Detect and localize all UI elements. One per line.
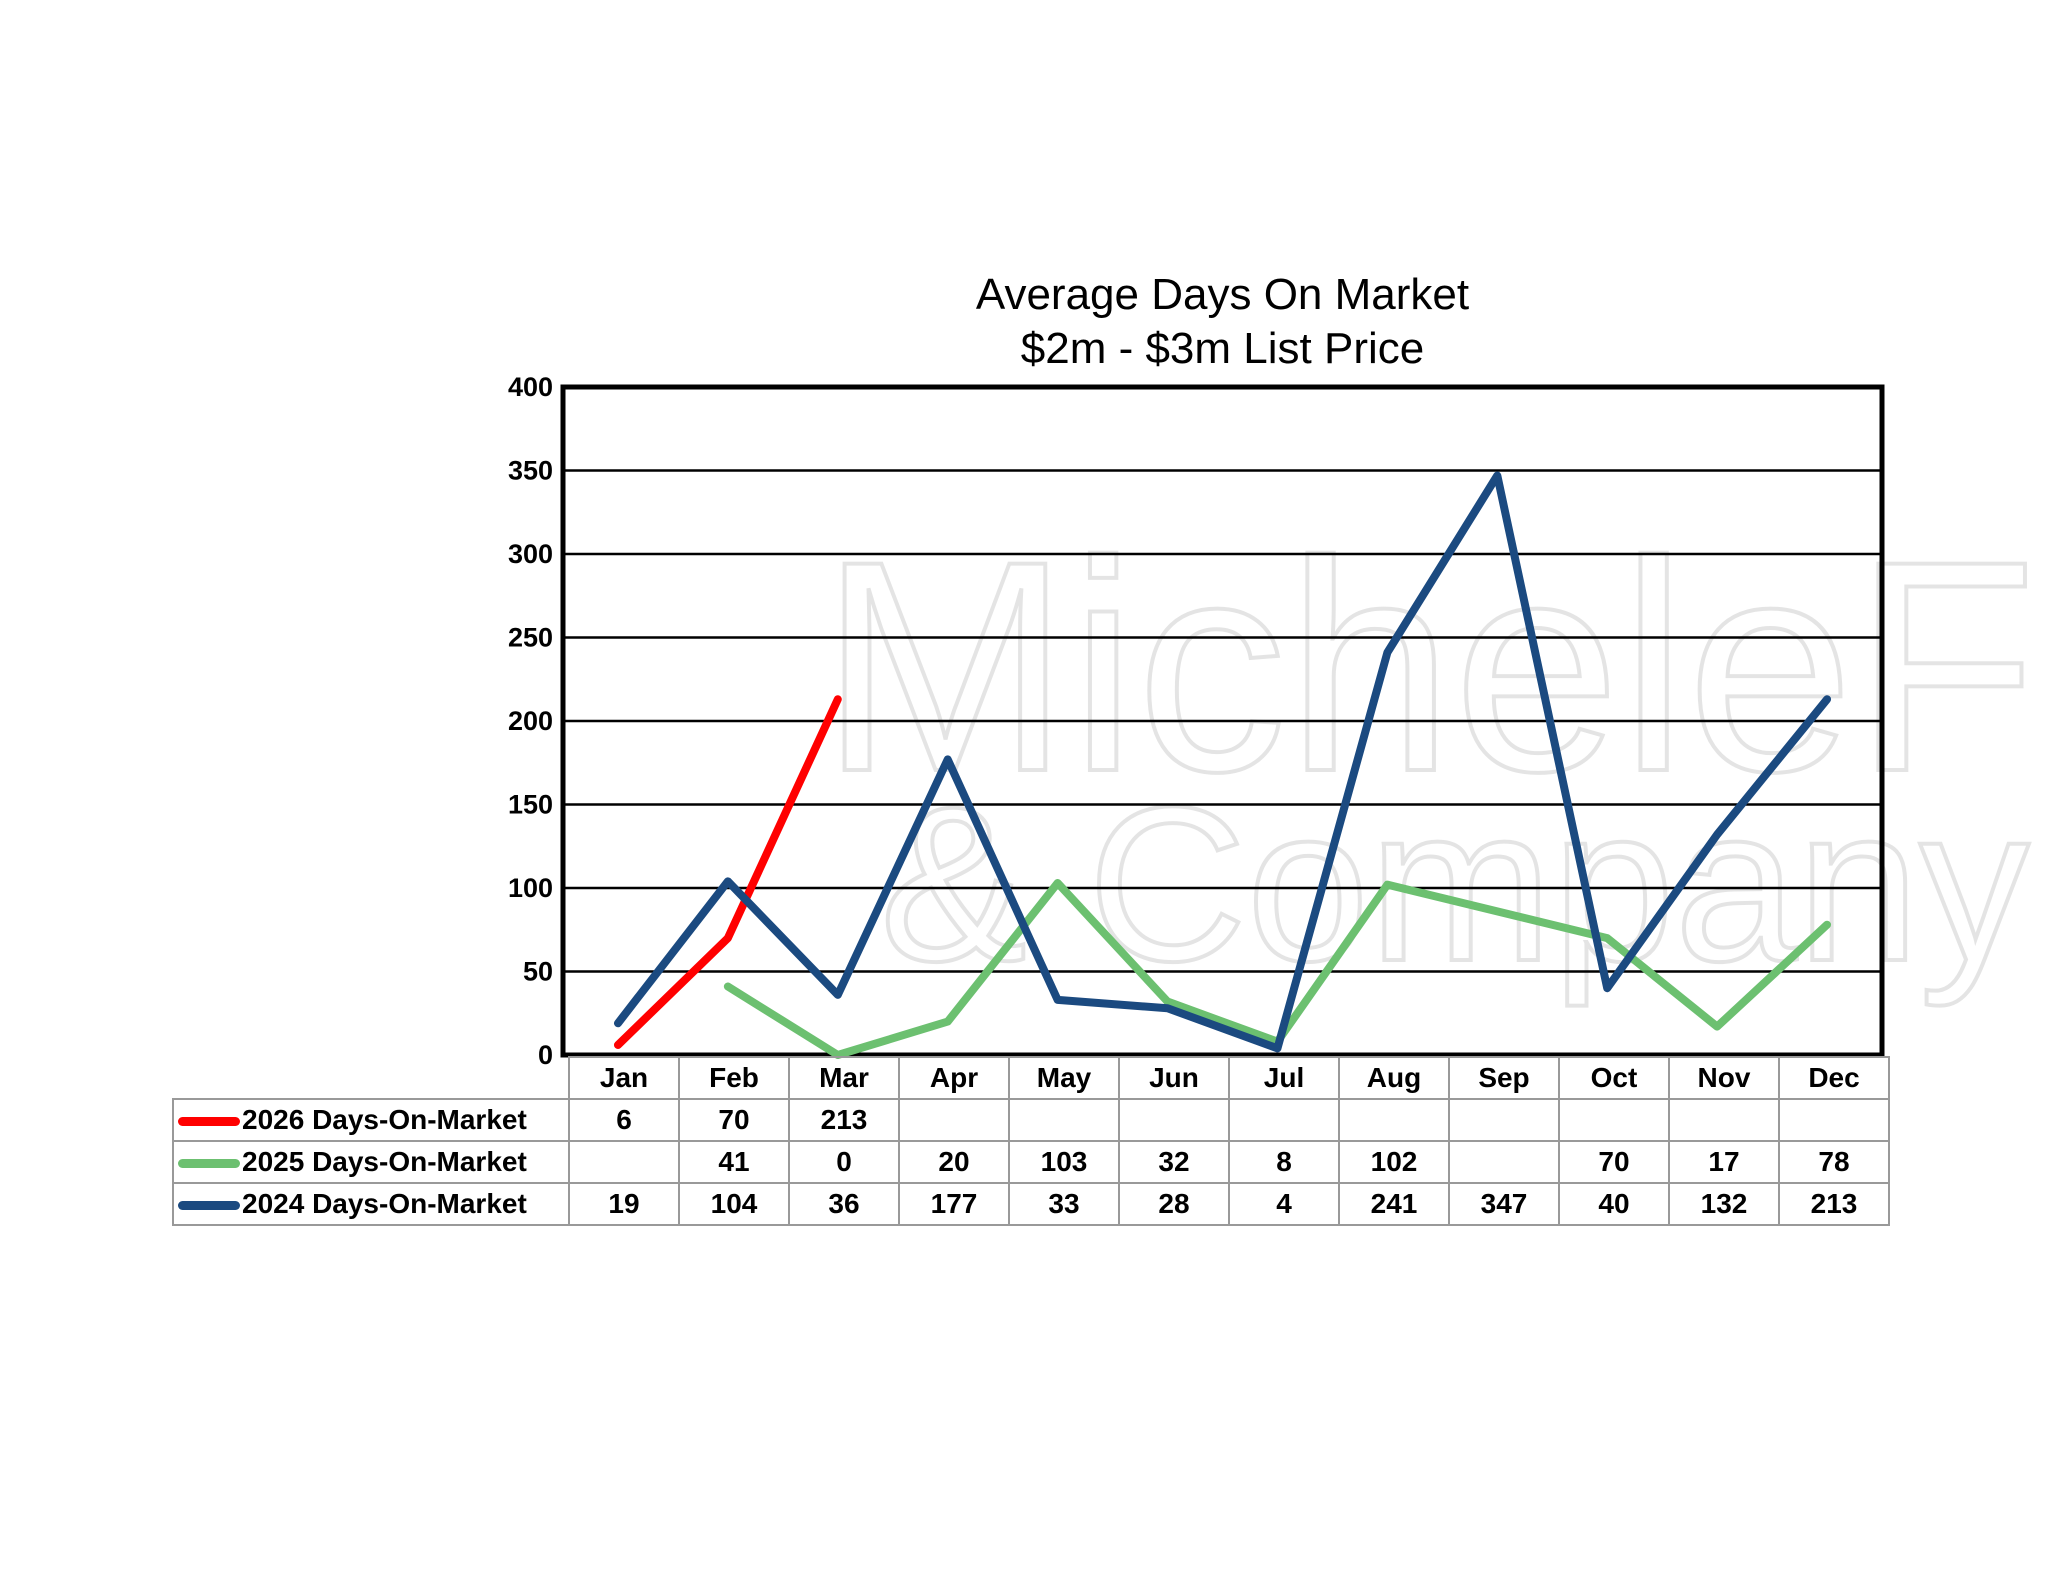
x-tick-label: Mar — [788, 1056, 900, 1100]
data-label — [1448, 1140, 1560, 1184]
x-tick-label: Sep — [1448, 1056, 1560, 1100]
title-line: Average Days On Market — [975, 270, 1470, 319]
data-label: 78 — [1778, 1140, 1890, 1184]
data-label: 347 — [1448, 1182, 1560, 1226]
chart-title: Average Days On Market $2m - $3m List Pr… — [563, 268, 1882, 376]
data-label — [1228, 1098, 1340, 1142]
x-tick-label: Jun — [1118, 1056, 1230, 1100]
data-label — [1778, 1098, 1890, 1142]
data-label: 32 — [1118, 1140, 1230, 1184]
data-label: 132 — [1668, 1182, 1780, 1226]
legend-entry: 2025 Days-On-Market — [172, 1140, 570, 1184]
legend-swatch — [178, 1117, 240, 1127]
watermark-text-2: & Company — [880, 761, 2029, 1007]
data-label: 70 — [1558, 1140, 1670, 1184]
table-row: 2025 Days-On-Market 41 0 20 103 32 8 102 70 17 78 — [172, 1140, 1890, 1184]
data-label: 19 — [568, 1182, 680, 1226]
y-tick-label: 0 — [538, 1040, 553, 1070]
y-tick-label: 100 — [508, 873, 553, 903]
y-tick-label: 150 — [508, 790, 553, 820]
data-label — [1338, 1098, 1450, 1142]
x-tick-label: Oct — [1558, 1056, 1670, 1100]
data-label: 0 — [788, 1140, 900, 1184]
data-label: 8 — [1228, 1140, 1340, 1184]
data-label — [1118, 1098, 1230, 1142]
data-label: 102 — [1338, 1140, 1450, 1184]
series-line-2024 — [613, 471, 1832, 1053]
data-label — [1668, 1098, 1780, 1142]
data-label: 213 — [788, 1098, 900, 1142]
header-spacer — [173, 1057, 569, 1099]
data-label: 17 — [1668, 1140, 1780, 1184]
legend-label: 2025 Days-On-Market — [242, 1146, 527, 1177]
data-label: 36 — [788, 1182, 900, 1226]
x-tick-label: Jan — [568, 1056, 680, 1100]
data-label: 41 — [678, 1140, 790, 1184]
y-tick-label: 200 — [508, 706, 553, 736]
y-tick-label: 400 — [508, 372, 553, 402]
table-row: 2026 Days-On-Market 6 70 213 — [172, 1098, 1890, 1142]
table-header-row: Jan Feb Mar Apr May Jun Jul Aug Sep Oct Nov Dec — [173, 1056, 1890, 1100]
y-tick-label: 350 — [508, 456, 553, 486]
x-tick-label: Dec — [1778, 1056, 1890, 1100]
data-label — [1558, 1098, 1670, 1142]
legend-label: 2026 Days-On-Market — [242, 1104, 527, 1135]
data-label — [1448, 1098, 1560, 1142]
plot-border — [560, 384, 1885, 1058]
data-label: 33 — [1008, 1182, 1120, 1226]
y-tick-label: 250 — [508, 623, 553, 653]
table-row: 2024 Days-On-Market 19 104 36 177 33 28 4 241 347… — [172, 1182, 1890, 1226]
data-label: 6 — [568, 1098, 680, 1142]
legend-entry: 2024 Days-On-Market — [172, 1182, 570, 1226]
data-label — [568, 1140, 680, 1184]
data-label — [898, 1098, 1010, 1142]
subtitle-line: $2m - $3m List Price — [1020, 324, 1425, 373]
x-tick-label: Jul — [1228, 1056, 1340, 1100]
x-tick-label: Aug — [1338, 1056, 1450, 1100]
y-tick-label: 300 — [508, 539, 553, 569]
data-table: Jan Feb Mar Apr May Jun Jul Aug Sep Oct Nov Dec 2026… — [172, 1056, 1890, 1226]
data-label: 20 — [898, 1140, 1010, 1184]
data-label: 241 — [1338, 1182, 1450, 1226]
data-label: 177 — [898, 1182, 1010, 1226]
series-line-2025 — [723, 878, 1832, 1059]
legend-label: 2024 Days-On-Market — [242, 1188, 527, 1219]
data-label: 213 — [1778, 1182, 1890, 1226]
data-label: 40 — [1558, 1182, 1670, 1226]
data-label — [1008, 1098, 1120, 1142]
x-tick-label: Feb — [678, 1056, 790, 1100]
legend-entry: 2026 Days-On-Market — [172, 1098, 570, 1142]
x-tick-label: May — [1008, 1056, 1120, 1100]
series-line-2026 — [613, 695, 842, 1049]
x-tick-label: Nov — [1668, 1056, 1780, 1100]
data-label: 104 — [678, 1182, 790, 1226]
data-label: 103 — [1008, 1140, 1120, 1184]
data-label: 28 — [1118, 1182, 1230, 1226]
data-label: 4 — [1228, 1182, 1340, 1226]
y-tick-label: 50 — [523, 957, 553, 987]
legend-swatch — [178, 1201, 240, 1211]
legend-swatch — [178, 1159, 240, 1169]
data-label: 70 — [678, 1098, 790, 1142]
x-tick-label: Apr — [898, 1056, 1010, 1100]
